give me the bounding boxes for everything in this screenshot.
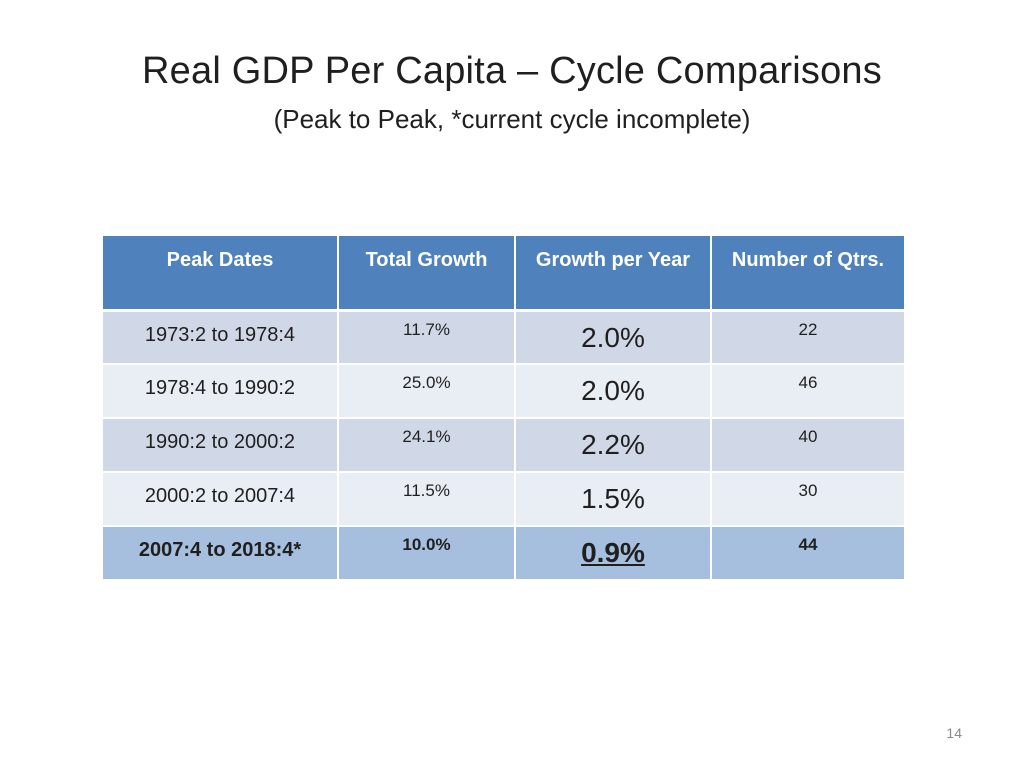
cell-growth-per-year: 2.0% (515, 310, 712, 365)
cell-number-of-qtrs: 30 (711, 472, 904, 527)
cell-number-of-qtrs: 46 (711, 364, 904, 419)
gdp-cycle-table: Peak Dates Total Growth Growth per Year … (103, 236, 904, 581)
cell-total-growth: 25.0% (338, 364, 516, 419)
cell-total-growth: 11.7% (338, 310, 516, 365)
page-number: 14 (946, 725, 962, 741)
cell-number-of-qtrs: 40 (711, 418, 904, 473)
header-total-growth: Total Growth (338, 236, 516, 312)
table-row: 1978:4 to 1990:2 25.0% 2.0% 46 (103, 364, 904, 419)
cell-peak-dates: 1978:4 to 1990:2 (103, 364, 339, 419)
cell-peak-dates: 2007:4 to 2018:4* (103, 526, 339, 581)
cell-total-growth: 24.1% (338, 418, 516, 473)
header-number-of-qtrs: Number of Qtrs. (711, 236, 904, 312)
cell-growth-per-year: 1.5% (515, 472, 712, 527)
cell-growth-per-year: 2.0% (515, 364, 712, 419)
cell-peak-dates: 2000:2 to 2007:4 (103, 472, 339, 527)
slide-subtitle: (Peak to Peak, *current cycle incomplete… (273, 104, 751, 134)
cell-growth-per-year: 0.9% (515, 526, 712, 581)
table-header-row: Peak Dates Total Growth Growth per Year … (103, 236, 904, 312)
cell-total-growth: 11.5% (338, 472, 516, 527)
table-row: 1973:2 to 1978:4 11.7% 2.0% 22 (103, 310, 904, 365)
cell-peak-dates: 1973:2 to 1978:4 (103, 310, 339, 365)
cell-peak-dates: 1990:2 to 2000:2 (103, 418, 339, 473)
current-growth-per-year-value: 0.9% (581, 537, 645, 568)
header-peak-dates: Peak Dates (103, 236, 339, 312)
cell-total-growth: 10.0% (338, 526, 516, 581)
table-row: 1990:2 to 2000:2 24.1% 2.2% 40 (103, 418, 904, 473)
cell-growth-per-year: 2.2% (515, 418, 712, 473)
cell-number-of-qtrs: 22 (711, 310, 904, 365)
table-row: 2000:2 to 2007:4 11.5% 1.5% 30 (103, 472, 904, 527)
table-row-current-cycle: 2007:4 to 2018:4* 10.0% 0.9% 44 (103, 526, 904, 581)
header-growth-per-year: Growth per Year (515, 236, 712, 312)
cell-number-of-qtrs: 44 (711, 526, 904, 581)
slide-title: Real GDP Per Capita – Cycle Comparisons (142, 50, 882, 92)
